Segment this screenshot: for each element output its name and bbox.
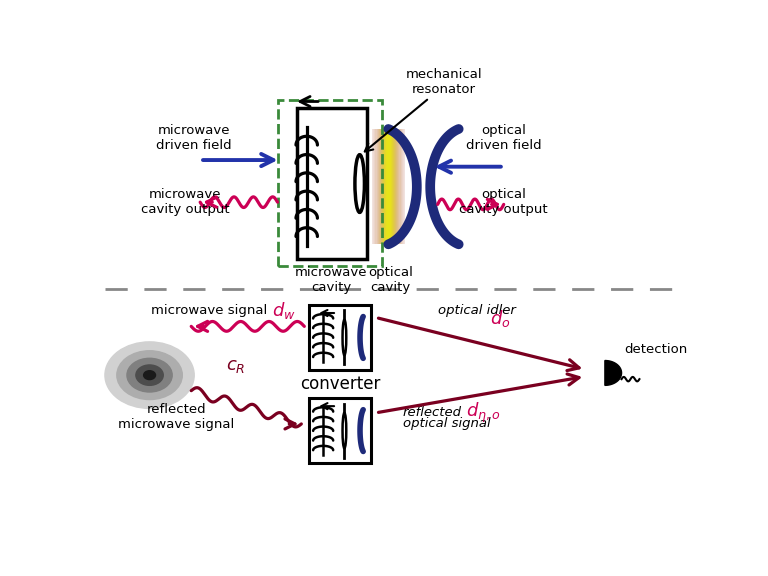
Bar — [384, 129, 386, 244]
Circle shape — [105, 342, 194, 408]
Text: optical
cavity output: optical cavity output — [459, 188, 548, 216]
Bar — [374, 129, 376, 244]
Bar — [401, 129, 402, 244]
Circle shape — [136, 365, 164, 385]
Bar — [378, 129, 379, 244]
Bar — [376, 129, 378, 244]
Text: $d_o$: $d_o$ — [490, 308, 511, 329]
Bar — [402, 129, 404, 244]
Bar — [373, 129, 374, 244]
Text: detection: detection — [624, 343, 688, 357]
Text: $d_{\eta,o}$: $d_{\eta,o}$ — [466, 401, 502, 425]
Bar — [383, 129, 384, 244]
Bar — [372, 129, 373, 244]
Ellipse shape — [355, 155, 365, 213]
Text: microwave
cavity: microwave cavity — [295, 267, 367, 294]
Text: reflected
microwave signal: reflected microwave signal — [118, 403, 234, 431]
Bar — [393, 129, 394, 244]
Bar — [381, 129, 382, 244]
Ellipse shape — [343, 413, 346, 448]
Text: optical signal: optical signal — [402, 418, 490, 430]
Bar — [397, 129, 399, 244]
Bar — [387, 129, 389, 244]
Bar — [309, 399, 371, 463]
Text: optical
cavity: optical cavity — [368, 267, 413, 294]
Bar — [382, 129, 383, 244]
Bar — [379, 129, 380, 244]
Bar — [380, 129, 381, 244]
Circle shape — [144, 371, 155, 380]
Text: mechanical
resonator: mechanical resonator — [406, 69, 482, 96]
Bar — [297, 108, 367, 259]
Text: microwave
cavity output: microwave cavity output — [141, 188, 230, 216]
Bar — [391, 129, 392, 244]
Text: optical idler: optical idler — [439, 304, 516, 317]
Text: converter: converter — [300, 375, 380, 393]
Bar — [392, 129, 393, 244]
Bar — [396, 129, 397, 244]
Text: reflected: reflected — [402, 406, 462, 419]
Bar — [394, 129, 395, 244]
Text: microwave signal: microwave signal — [151, 304, 267, 317]
Bar — [399, 129, 401, 244]
Text: microwave
driven field: microwave driven field — [157, 124, 232, 152]
Bar — [389, 129, 391, 244]
Bar — [277, 100, 382, 267]
Bar — [395, 129, 396, 244]
Bar — [386, 129, 387, 244]
Text: $c_R$: $c_R$ — [226, 357, 246, 376]
Text: $d_w$: $d_w$ — [272, 300, 296, 321]
Circle shape — [117, 351, 182, 400]
Circle shape — [127, 358, 172, 392]
Bar — [404, 129, 405, 244]
Text: optical
driven field: optical driven field — [466, 124, 541, 152]
Bar — [309, 305, 371, 370]
Polygon shape — [605, 361, 621, 385]
Ellipse shape — [343, 320, 346, 355]
